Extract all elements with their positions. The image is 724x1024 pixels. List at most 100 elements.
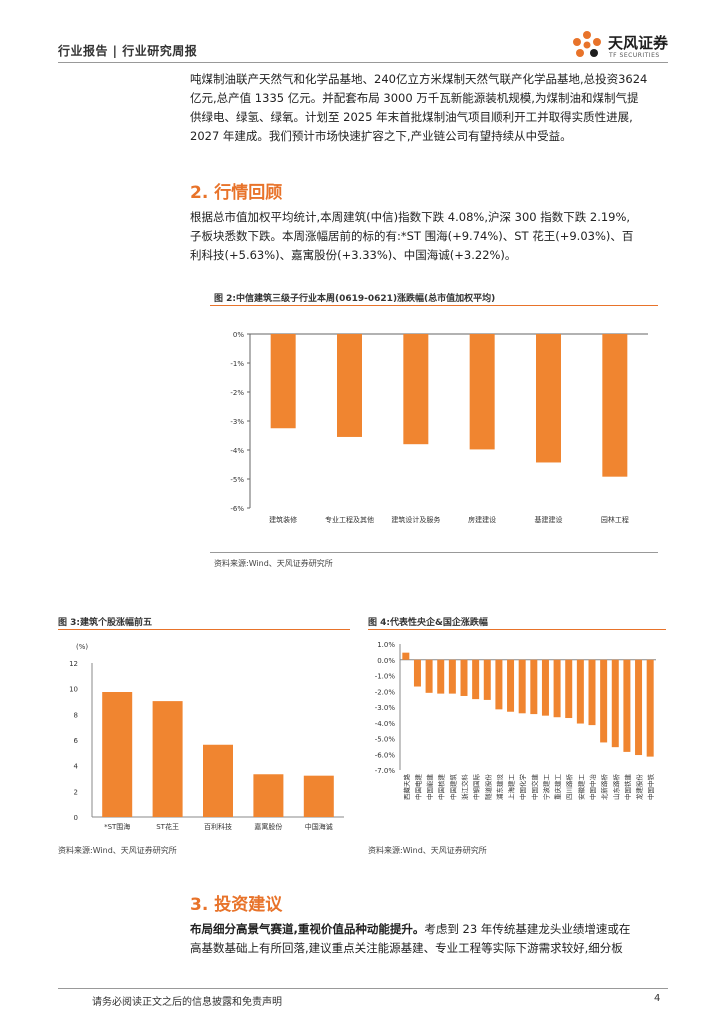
y-tick-label: -5.0% <box>375 736 396 744</box>
x-tick-label: 安徽建工 <box>576 774 585 801</box>
y-tick-label: 0 <box>74 814 78 822</box>
bar <box>425 659 433 693</box>
bar <box>646 659 654 757</box>
x-tick-label: 基建建设 <box>535 515 563 524</box>
bar <box>303 775 334 817</box>
y-tick-label: 6 <box>74 737 79 745</box>
y-unit-label: (%) <box>76 643 88 651</box>
logo-text-cn: 天风证券 <box>608 34 669 52</box>
intro-line: 供绿电、绿氢、绿氧。计划至 2025 年末首批煤制油气项目顺利开工并取得实质性进… <box>190 110 633 124</box>
bar <box>600 659 608 743</box>
bar <box>507 659 515 712</box>
x-tick-label: 百利科技 <box>204 822 232 831</box>
x-tick-label: 浦东建设 <box>495 774 504 801</box>
section-3-line: 高基数基础上有所回落,建议重点关注能源基建、专业工程等实际下游需求较好,细分板 <box>190 941 623 955</box>
bar <box>402 652 410 660</box>
figure-4-bar-chart: 1.0% 0.0% -1.0% -2.0% -3.0% -4.0% -5.0% -6.0% -7… <box>375 641 656 801</box>
bar <box>270 334 296 429</box>
bar <box>337 334 362 437</box>
y-tick-label: -6% <box>230 505 244 513</box>
figure-2-source: 资料来源:Wind、天风证券研究所 <box>214 559 333 568</box>
section-3-title: 3. 投资建议 <box>190 895 283 915</box>
bar <box>518 659 526 714</box>
bar <box>541 659 549 716</box>
x-tick-label: 中国电建 <box>413 774 422 801</box>
bar <box>203 744 233 817</box>
y-tick-label: -3% <box>230 418 244 426</box>
x-tick-label: 房建建设 <box>468 515 496 524</box>
bar <box>635 659 643 756</box>
figure-3-source: 资料来源:Wind、天风证券研究所 <box>58 846 177 855</box>
y-tick-label: -7.0% <box>375 767 396 775</box>
bar <box>611 659 619 748</box>
intro-line: 2027 年建成。我们预计市场快速扩容之下,产业链公司有望持续从中受益。 <box>190 129 572 143</box>
bar <box>413 659 421 687</box>
y-tick-label: 1.0% <box>377 641 395 649</box>
y-tick-label: 4 <box>74 763 79 771</box>
y-tick-label: 12 <box>69 660 78 668</box>
bar <box>495 659 503 710</box>
bar <box>602 334 628 477</box>
section-3-line: 布局细分高景气赛道,重视价值品种动能提升。考虑到 23 年传统基建龙头业绩增速或… <box>190 920 670 939</box>
figure-4-title: 图 4:代表性央企&国企涨跌幅 <box>368 618 488 628</box>
x-tick-label: 隧道股份 <box>483 774 492 801</box>
figure-4-source: 资料来源:Wind、天风证券研究所 <box>368 846 487 855</box>
x-tick-label: 中国能建 <box>425 774 434 801</box>
bar <box>469 334 495 450</box>
x-tick-label: 西藏天路 <box>402 774 411 801</box>
footer-divider <box>58 988 668 989</box>
x-tick-label: 中国核建 <box>437 774 446 801</box>
x-tick-label: 中国海诚 <box>305 822 333 831</box>
section-3-lead: 布局细分高景气赛道,重视价值品种动能提升。 <box>190 922 425 936</box>
y-tick-label: 0% <box>233 331 244 339</box>
intro-paragraph: 吨煤制油联产天然气和化学品基地、240亿立方米煤制天然气联产化学品基地,总投资3… <box>190 70 670 146</box>
section-3-lead-rest: 考虑到 23 年传统基建龙头业绩增速或在 <box>424 922 631 936</box>
bar <box>448 659 456 694</box>
figure-2-bottom-rule <box>210 552 658 553</box>
y-tick-label: 2 <box>74 788 78 796</box>
report-header-title: 行业报告 | 行业研究周报 <box>58 44 198 58</box>
page-number: 4 <box>654 993 661 1004</box>
y-tick-label: -2.0% <box>375 688 396 696</box>
y-tick-label: -1% <box>230 360 244 368</box>
bar <box>403 334 429 445</box>
logo-text-en: TF SECURITIES <box>609 52 660 59</box>
x-tick-label: 建筑装修 <box>269 515 297 524</box>
tf-logo-icon <box>573 31 601 57</box>
y-tick-label: -3.0% <box>375 704 396 712</box>
bar <box>553 659 561 718</box>
footer-disclaimer: 请务必阅读正文之后的信息披露和免责声明 <box>92 997 282 1008</box>
figure-3-bar-chart: (%) 0 2 4 6 8 10 12 *ST围海 ST花王 百利科技 嘉寓股份 中国海诚 <box>69 643 344 831</box>
x-tick-label: 重庆建工 <box>553 774 562 801</box>
bar <box>588 659 596 726</box>
x-tick-label: 专业工程及其他 <box>325 515 374 524</box>
section-3-paragraph: 布局细分高景气赛道,重视价值品种动能提升。考虑到 23 年传统基建龙头业绩增速或… <box>190 920 670 958</box>
figure-2-top-rule <box>210 305 658 306</box>
section-2-title: 2. 行情回顾 <box>190 183 283 203</box>
x-tick-label: 浙江交科 <box>460 774 469 801</box>
x-tick-label: 北新路桥 <box>600 774 609 801</box>
bar <box>437 659 445 694</box>
section-2-line: 利科技(+5.63%)、嘉寓股份(+3.33%)、中国海诚(+3.22%)。 <box>190 248 517 262</box>
x-tick-label: 上海建工 <box>507 774 516 801</box>
figure-2-bar-chart: 0% -1% -2% -3% -4% -5% -6% 建筑装修 专业工程及其他 建筑设计及服务 房建… <box>230 331 648 524</box>
bar <box>623 659 631 752</box>
bar <box>530 659 538 715</box>
intro-line: 吨煤制油联产天然气和化学品基地、240亿立方米煤制天然气联产化学品基地,总投资3… <box>190 72 648 86</box>
section-2-line: 根据总市值加权平均统计,本周建筑(中信)指数下跌 4.08%,沪深 300 指数… <box>190 210 631 224</box>
intro-line: 亿元,总产值 1335 亿元。并配套布局 3000 万千瓦新能源装机规模,为煤制… <box>190 91 639 105</box>
x-tick-label: 中国中铁 <box>646 774 655 801</box>
y-tick-label: -5% <box>230 476 244 484</box>
y-tick-label: -4.0% <box>375 720 396 728</box>
x-tick-label: 宁波建工 <box>541 774 550 801</box>
bar <box>472 659 480 700</box>
x-tick-label: 山东路桥 <box>611 774 620 801</box>
section-2-paragraph: 根据总市值加权平均统计,本周建筑(中信)指数下跌 4.08%,沪深 300 指数… <box>190 208 670 265</box>
bar <box>576 659 584 724</box>
figure-4-top-rule <box>368 629 666 630</box>
x-tick-label: 园林工程 <box>601 515 629 524</box>
bar <box>253 774 284 817</box>
header-divider <box>58 62 668 63</box>
x-tick-label: ST花王 <box>156 822 179 831</box>
x-tick-label: 中国建筑 <box>448 774 457 801</box>
